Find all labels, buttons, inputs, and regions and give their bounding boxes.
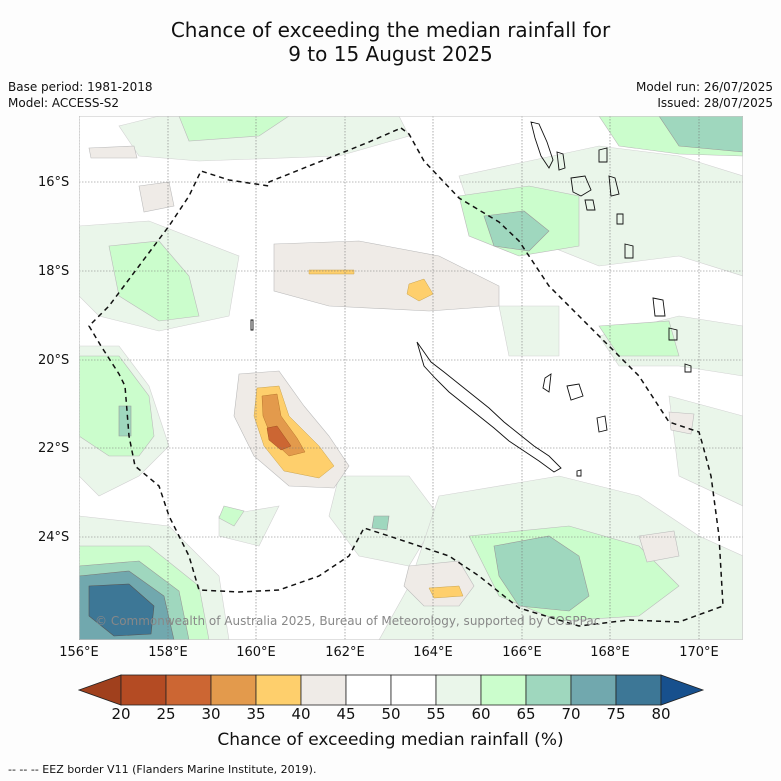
colorbar-tick-label: 20 xyxy=(111,705,131,723)
colorbar-tick-label: 50 xyxy=(381,705,401,723)
colorbar-tick-label: 40 xyxy=(291,705,311,723)
colorbar-tick-label: 45 xyxy=(336,705,356,723)
colorbar-cell xyxy=(345,674,392,706)
colorbar-cell xyxy=(390,674,437,706)
new-caledonia-coast xyxy=(416,341,562,473)
colorbar-tick-label: 60 xyxy=(471,705,491,723)
lon-label-170e: 170°E xyxy=(679,645,719,660)
lat-label-22s: 22°S xyxy=(38,441,70,456)
colorbar-extend-high xyxy=(660,674,705,706)
colorbar-cell xyxy=(435,674,482,706)
lon-label-168e: 168°E xyxy=(590,645,630,660)
colorbar-cell xyxy=(615,674,662,706)
lon-label-164e: 164°E xyxy=(413,645,453,660)
lat-label-20s: 20°S xyxy=(38,353,70,368)
colorbar-tick-label: 75 xyxy=(606,705,626,723)
colorbar-extend-low xyxy=(78,674,122,706)
contour-30-35 xyxy=(261,393,306,457)
map-title: Chance of exceeding the median rainfall … xyxy=(0,18,781,66)
gridlines xyxy=(79,116,743,640)
lon-label-162e: 162°E xyxy=(325,645,365,660)
colorbar-tick-label: 35 xyxy=(246,705,266,723)
lon-label-156e: 156°E xyxy=(59,645,99,660)
map-svg xyxy=(79,116,743,640)
title-line-2: 9 to 15 August 2025 xyxy=(288,42,493,66)
issued-date: Issued: 28/07/2025 xyxy=(657,96,773,110)
eez-legend: -- -- -- EEZ border V11 (Flanders Marine… xyxy=(8,763,317,776)
lon-label-160e: 160°E xyxy=(236,645,276,660)
colorbar-cell xyxy=(300,674,347,706)
model-run: Model run: 26/07/2025 xyxy=(635,80,773,94)
lat-label-24s: 24°S xyxy=(38,530,70,545)
map-area[interactable] xyxy=(79,116,743,640)
colorbar-tick-label: 55 xyxy=(426,705,446,723)
meta-right: Model run: 26/07/2025 Issued: 28/07/2025 xyxy=(636,79,773,111)
lon-label-158e: 158°E xyxy=(148,645,188,660)
meta-left: Base period: 1981-2018 Model: ACCESS-S2 xyxy=(8,79,153,111)
colorbar-cell xyxy=(525,674,572,706)
colorbar-cell xyxy=(210,674,257,706)
model-name: Model: ACCESS-S2 xyxy=(8,96,120,110)
copyright-text: © Commonwealth of Australia 2025, Bureau… xyxy=(95,614,601,628)
colorbar-tick-label: 25 xyxy=(156,705,176,723)
map-frame xyxy=(79,116,743,640)
colorbar xyxy=(78,674,705,706)
title-line-1: Chance of exceeding the median rainfall … xyxy=(170,18,611,42)
colorbar-cell xyxy=(255,674,302,706)
colorbar-cell xyxy=(480,674,527,706)
colorbar-tick-label: 70 xyxy=(561,705,581,723)
lat-label-18s: 18°S xyxy=(38,264,70,279)
colorbar-tick-label: 30 xyxy=(201,705,221,723)
colorbar-cell xyxy=(120,674,167,706)
colorbar-tick-label: 65 xyxy=(516,705,536,723)
coastlines xyxy=(250,121,692,477)
colorbar-title: Chance of exceeding median rainfall (%) xyxy=(217,730,564,750)
eez-border xyxy=(88,127,724,627)
lat-label-16s: 16°S xyxy=(38,175,70,190)
contour-75-80 xyxy=(88,583,155,637)
colorbar-cell xyxy=(570,674,617,706)
colorbar-tick-label: 80 xyxy=(651,705,671,723)
colorbar-cell xyxy=(165,674,212,706)
base-period: Base period: 1981-2018 xyxy=(8,80,153,94)
lon-label-166e: 166°E xyxy=(502,645,542,660)
